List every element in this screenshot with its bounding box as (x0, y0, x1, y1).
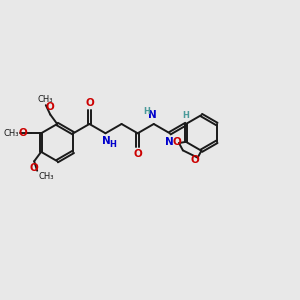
Text: O: O (133, 149, 142, 159)
Text: O: O (19, 128, 28, 138)
Text: CH₃: CH₃ (38, 172, 54, 181)
Text: O: O (45, 102, 54, 112)
Text: O: O (191, 155, 200, 165)
Text: H: H (182, 111, 189, 120)
Text: H: H (143, 107, 150, 116)
Text: H: H (109, 140, 116, 149)
Text: N: N (102, 136, 111, 146)
Text: N: N (166, 137, 174, 147)
Text: CH₃: CH₃ (38, 95, 53, 104)
Text: N: N (148, 110, 157, 120)
Text: CH₃: CH₃ (4, 129, 19, 138)
Text: O: O (29, 163, 38, 173)
Text: O: O (172, 137, 181, 147)
Text: O: O (85, 98, 94, 108)
